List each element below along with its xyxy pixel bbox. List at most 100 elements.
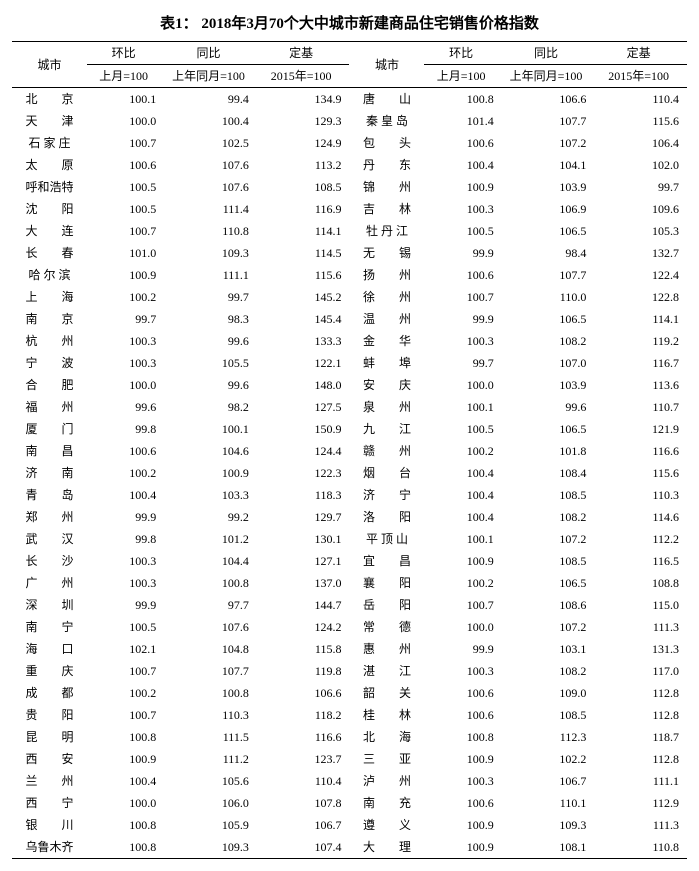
value-cell: 124.4 [257,440,350,462]
value-cell: 100.9 [87,264,164,286]
value-cell: 108.2 [502,506,595,528]
value-cell: 112.8 [594,748,687,770]
value-cell: 100.9 [164,462,257,484]
value-cell: 100.1 [424,396,501,418]
value-cell: 100.8 [424,726,501,748]
value-cell: 111.1 [164,264,257,286]
value-cell: 110.3 [594,484,687,506]
value-cell: 107.6 [164,176,257,198]
value-cell: 122.4 [594,264,687,286]
city-cell: 西 安 [12,748,87,770]
table-row: 南 昌100.6104.6124.4赣 州100.2101.8116.6 [12,440,687,462]
city-cell: 惠 州 [349,638,424,660]
value-cell: 105.9 [164,814,257,836]
city-cell: 唐 山 [349,88,424,111]
value-cell: 121.9 [594,418,687,440]
value-cell: 100.6 [87,154,164,176]
value-cell: 130.1 [257,528,350,550]
value-cell: 110.1 [502,792,595,814]
value-cell: 144.7 [257,594,350,616]
value-cell: 109.3 [164,836,257,859]
value-cell: 129.3 [257,110,350,132]
value-cell: 107.4 [257,836,350,859]
city-cell: 西 宁 [12,792,87,814]
value-cell: 103.3 [164,484,257,506]
table-row: 西 安100.9111.2123.7三 亚100.9102.2112.8 [12,748,687,770]
value-cell: 100.8 [87,836,164,859]
value-cell: 99.9 [424,308,501,330]
value-cell: 132.7 [594,242,687,264]
value-cell: 106.5 [502,220,595,242]
value-cell: 107.7 [164,660,257,682]
table-row: 武 汉99.8101.2130.1平 顶 山100.1107.2112.2 [12,528,687,550]
city-cell: 太 原 [12,154,87,176]
table-row: 海 口102.1104.8115.8惠 州99.9103.1131.3 [12,638,687,660]
value-cell: 110.7 [594,396,687,418]
value-cell: 105.3 [594,220,687,242]
value-cell: 100.6 [424,264,501,286]
city-cell: 韶 关 [349,682,424,704]
city-cell: 泸 州 [349,770,424,792]
table-row: 长 沙100.3104.4127.1宜 昌100.9108.5116.5 [12,550,687,572]
value-cell: 108.4 [502,462,595,484]
value-cell: 100.8 [164,572,257,594]
city-cell: 岳 阳 [349,594,424,616]
city-cell: 南 宁 [12,616,87,638]
value-cell: 119.2 [594,330,687,352]
value-cell: 99.8 [87,418,164,440]
hdr-hb-l: 环比 [87,42,164,65]
value-cell: 99.6 [502,396,595,418]
value-cell: 100.5 [424,418,501,440]
value-cell: 106.7 [257,814,350,836]
city-cell: 温 州 [349,308,424,330]
table-row: 银 川100.8105.9106.7遵 义100.9109.3111.3 [12,814,687,836]
value-cell: 108.8 [594,572,687,594]
value-cell: 100.4 [164,110,257,132]
value-cell: 101.8 [502,440,595,462]
value-cell: 108.5 [502,550,595,572]
value-cell: 100.6 [424,792,501,814]
value-cell: 108.5 [502,484,595,506]
value-cell: 98.4 [502,242,595,264]
table-row: 郑 州99.999.2129.7洛 阳100.4108.2114.6 [12,506,687,528]
value-cell: 123.7 [257,748,350,770]
hdr-tb-sub-r: 上年同月=100 [502,65,595,88]
value-cell: 114.1 [594,308,687,330]
value-cell: 110.8 [164,220,257,242]
value-cell: 131.3 [594,638,687,660]
value-cell: 99.9 [424,638,501,660]
value-cell: 100.8 [87,726,164,748]
value-cell: 118.7 [594,726,687,748]
hdr-city-l: 城市 [12,42,87,88]
value-cell: 127.1 [257,550,350,572]
city-cell: 丹 东 [349,154,424,176]
value-cell: 109.0 [502,682,595,704]
table-row: 济 南100.2100.9122.3烟 台100.4108.4115.6 [12,462,687,484]
city-cell: 赣 州 [349,440,424,462]
city-cell: 泉 州 [349,396,424,418]
city-cell: 徐 州 [349,286,424,308]
value-cell: 100.6 [87,440,164,462]
value-cell: 107.6 [164,154,257,176]
city-cell: 桂 林 [349,704,424,726]
table-row: 青 岛100.4103.3118.3济 宁100.4108.5110.3 [12,484,687,506]
value-cell: 97.7 [164,594,257,616]
table-row: 呼和浩特100.5107.6108.5锦 州100.9103.999.7 [12,176,687,198]
value-cell: 111.3 [594,616,687,638]
value-cell: 134.9 [257,88,350,111]
value-cell: 106.5 [502,308,595,330]
value-cell: 100.8 [424,88,501,111]
hdr-hb-sub-l: 上月=100 [87,65,164,88]
hdr-hb-r: 环比 [424,42,501,65]
value-cell: 117.0 [594,660,687,682]
value-cell: 98.3 [164,308,257,330]
value-cell: 102.0 [594,154,687,176]
value-cell: 100.2 [87,462,164,484]
value-cell: 106.5 [502,572,595,594]
value-cell: 105.6 [164,770,257,792]
city-cell: 济 宁 [349,484,424,506]
value-cell: 112.8 [594,682,687,704]
city-cell: 湛 江 [349,660,424,682]
city-cell: 大 理 [349,836,424,859]
value-cell: 99.9 [87,594,164,616]
